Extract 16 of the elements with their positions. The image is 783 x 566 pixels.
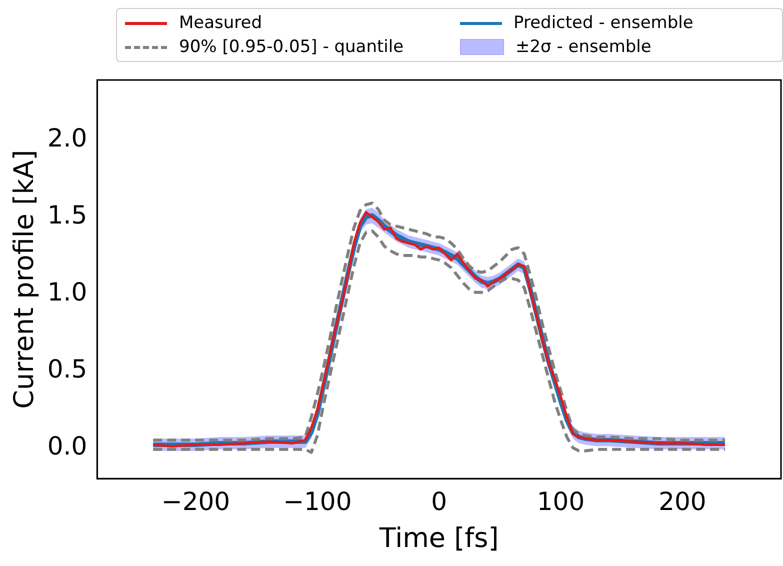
x-tick-label: 0 bbox=[431, 487, 448, 516]
y-tick-label: 1.5 bbox=[47, 200, 88, 230]
y-axis-title: Current profile [kA] bbox=[9, 150, 40, 409]
legend-label: 90% [0.95-0.05] - quantile bbox=[179, 37, 404, 57]
legend-label: Measured bbox=[179, 13, 262, 33]
legend-label: Predicted - ensemble bbox=[514, 13, 694, 33]
y-tick-label: 0.0 bbox=[47, 431, 88, 460]
text: ±2σ - ensemble bbox=[516, 37, 652, 57]
x-tick-label: −100 bbox=[283, 487, 352, 516]
x-tick-label: 100 bbox=[536, 487, 585, 516]
y-tick-label: 2.0 bbox=[47, 124, 88, 153]
x-tick-label: 200 bbox=[658, 487, 706, 516]
x-axis-title: Time [fs] bbox=[378, 522, 499, 554]
x-tick-label: −200 bbox=[161, 487, 230, 516]
y-tick-label: 1.0 bbox=[47, 277, 88, 306]
y-tick-label: 0.5 bbox=[47, 354, 88, 384]
